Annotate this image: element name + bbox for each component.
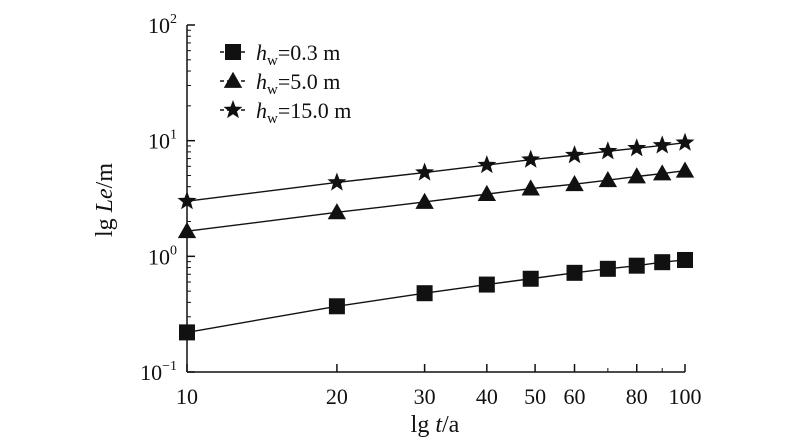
data-point-star [598, 141, 618, 160]
legend-marker-triangle [223, 71, 243, 88]
y-axis-label-unit: /m [92, 163, 118, 189]
data-point-star [652, 135, 672, 154]
data-point-star [565, 145, 585, 164]
data-point-triangle [177, 221, 197, 239]
series-star [177, 132, 695, 210]
x-axis-label: lg t/a [411, 412, 460, 438]
data-point-triangle [598, 171, 618, 188]
data-point-square [416, 285, 433, 302]
series-triangle [177, 161, 695, 239]
x-axis-label-prefix: lg [411, 412, 436, 438]
x-tick-label: 60 [564, 384, 586, 409]
y-axis-label: lg Le/m [92, 163, 118, 237]
data-point-star [415, 162, 435, 181]
y-tick-label-base: 10 [148, 13, 170, 38]
y-tick-label-base: 10 [140, 360, 162, 385]
legend-label: hw=0.3 m [256, 40, 340, 69]
y-tick-label: 101 [148, 128, 177, 154]
data-point-square [522, 270, 539, 287]
y-tick-label-base: 10 [148, 129, 170, 154]
data-point-star [675, 132, 695, 151]
data-point-square [566, 264, 583, 281]
y-tick-label: 100 [148, 243, 177, 269]
data-point-star [477, 155, 497, 174]
series-line-square [186, 259, 686, 334]
legend-label-text: =15.0 m [278, 98, 352, 123]
data-point-star [627, 138, 647, 157]
legend-label-text: =5.0 m [278, 69, 341, 94]
data-point-triangle [327, 203, 347, 220]
y-tick-label-exponent: 2 [170, 12, 177, 27]
data-point-square [677, 251, 693, 268]
data-point-triangle [653, 164, 672, 181]
legend-label-subscript: w [267, 82, 278, 98]
legend-label: hw=5.0 m [256, 69, 340, 98]
data-point-square [179, 324, 195, 341]
y-tick-label-exponent: −1 [162, 359, 177, 374]
x-tick-label: 50 [524, 384, 546, 409]
data-point-square [599, 260, 616, 277]
legend-label-text: =0.3 m [278, 40, 341, 65]
data-point-square [478, 276, 495, 293]
x-tick-label: 10 [176, 384, 198, 409]
x-tick-label: 30 [414, 384, 436, 409]
data-point-star [521, 149, 541, 168]
y-tick-label-exponent: 1 [170, 128, 177, 143]
data-point-square [628, 257, 645, 274]
data-point-star [177, 191, 197, 210]
y-tick-label-base: 10 [148, 244, 170, 269]
data-point-triangle [565, 175, 584, 192]
legend-label-symbol: h [256, 69, 267, 94]
x-tick-label: 80 [626, 384, 648, 409]
legend-label-subscript: w [267, 111, 278, 127]
data-point-triangle [415, 192, 434, 209]
y-axis-label-prefix: lg [92, 212, 118, 237]
data-point-triangle [627, 167, 646, 184]
x-tick-label: 100 [669, 384, 702, 409]
legend-marker-star [223, 100, 243, 119]
legend-marker-square [225, 44, 241, 60]
y-tick-label: 10−1 [140, 359, 177, 385]
data-point-square [654, 254, 671, 271]
series-line-triangle [186, 170, 686, 232]
legend-entry-star: hw=15.0 m [220, 98, 351, 127]
x-axis-label-unit: /a [442, 412, 460, 438]
legend-label-subscript: w [267, 53, 278, 69]
x-tick-label: 40 [476, 384, 498, 409]
data-point-star [327, 172, 347, 191]
y-tick-label-exponent: 0 [170, 243, 177, 258]
legend-label: hw=15.0 m [256, 98, 351, 127]
legend-label-symbol: h [256, 98, 267, 123]
y-axis-label-variable: Le [92, 188, 118, 213]
legend-entry-triangle: hw=5.0 m [220, 69, 340, 98]
legend: hw=0.3 mhw=5.0 mhw=15.0 m [220, 40, 351, 127]
x-tick-label: 20 [326, 384, 348, 409]
legend-entry-square: hw=0.3 m [220, 40, 340, 69]
data-point-triangle [521, 179, 540, 196]
x-axis-label-variable: t [435, 412, 443, 438]
data-point-triangle [477, 184, 497, 202]
series-square [179, 251, 693, 341]
data-point-triangle [675, 161, 695, 178]
y-tick-label: 102 [148, 12, 177, 38]
series-layer [177, 132, 695, 341]
series-line-star [186, 142, 686, 202]
legend-label-symbol: h [256, 40, 267, 65]
data-point-square [328, 298, 345, 315]
